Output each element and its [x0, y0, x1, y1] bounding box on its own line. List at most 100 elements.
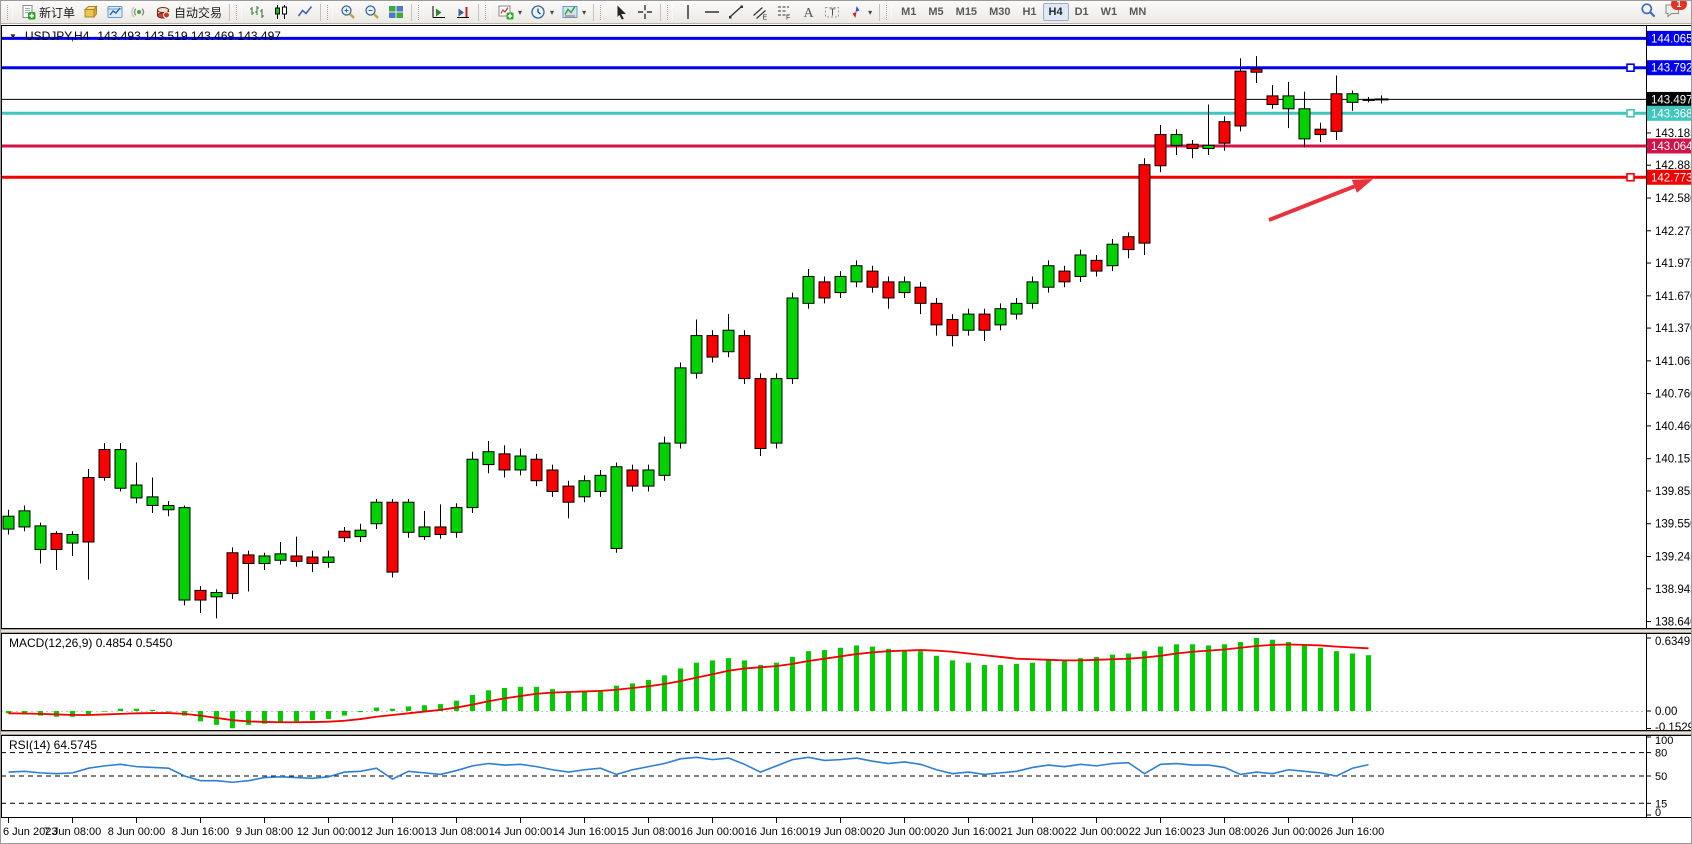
candle: [722, 329, 735, 353]
toolbar-zoom-in-button[interactable]: [336, 1, 360, 24]
svg-text:142.885: 142.885: [1655, 160, 1692, 172]
candle: [1218, 121, 1231, 144]
toolbar-cursor-button[interactable]: [609, 1, 633, 24]
toolbar-equidistant-channel-button[interactable]: E: [748, 1, 772, 24]
timeframe-w1-button[interactable]: W1: [1100, 6, 1118, 18]
timeframe-h4-button[interactable]: H4: [1042, 3, 1069, 21]
chevron-down-icon[interactable]: ▾: [582, 7, 587, 17]
toolbar-arrows-button[interactable]: ▾: [844, 1, 876, 24]
svg-text:19 Jun 08:00: 19 Jun 08:00: [809, 826, 873, 838]
line-endpoint-marker[interactable]: [1626, 63, 1635, 73]
chevron-down-icon[interactable]: ▾: [868, 7, 873, 17]
timeframe-m1-button[interactable]: M1: [901, 6, 917, 18]
toolbar-separator: [478, 3, 480, 21]
svg-text:140.155: 140.155: [1655, 454, 1692, 466]
toolbar-chart-shift-button[interactable]: [427, 1, 451, 24]
toolbar-fibonacci-button[interactable]: F: [772, 1, 796, 24]
macd-axis[interactable]: 0.6349 0.00 -0.1529: [1646, 633, 1692, 731]
svg-text:0.00: 0.00: [1655, 706, 1677, 718]
candle: [114, 449, 127, 489]
svg-text:8 Jun 16:00: 8 Jun 16:00: [172, 826, 230, 838]
candle-chart-icon: [273, 4, 289, 20]
svg-text:14 Jun 00:00: 14 Jun 00:00: [489, 826, 553, 838]
line-endpoint-marker[interactable]: [1626, 172, 1635, 182]
toolbar-grip: [236, 4, 243, 20]
chart-objects-dropdown-icon[interactable]: ▼: [9, 31, 17, 41]
trend-arrow-annotation[interactable]: [1268, 179, 1373, 222]
candle: [66, 533, 79, 544]
price-badge: [1647, 91, 1691, 107]
candle: [498, 453, 511, 471]
timeframe-m30-button[interactable]: M30: [989, 6, 1011, 18]
candle: [1346, 93, 1359, 103]
svg-text:20 Jun 00:00: 20 Jun 00:00: [873, 826, 937, 838]
svg-text:50: 50: [1655, 771, 1667, 783]
toolbar-auto-scroll-button[interactable]: [451, 1, 475, 24]
price-axis[interactable]: 143.185 142.885 142.580 142.275 141.975 141.6…: [1646, 25, 1692, 629]
svg-text:0.6349: 0.6349: [1655, 636, 1690, 648]
toolbar-templates-button[interactable]: ▾: [558, 1, 590, 24]
toolbar-line-chart-button[interactable]: [293, 1, 317, 24]
toolbar-chat-button[interactable]: 1: [1664, 1, 1687, 23]
toolbar-bar-chart-button[interactable]: [245, 1, 269, 24]
price-chart-panel[interactable]: 143.185 142.885 142.580 142.275 141.975 141.6…: [1, 25, 1692, 629]
toolbar-vertical-line-button[interactable]: [676, 1, 700, 24]
svg-text:8 Jun 00:00: 8 Jun 00:00: [108, 826, 166, 838]
toolbar-candle-chart-button[interactable]: [269, 1, 293, 24]
timeframe-h1-button[interactable]: H1: [1022, 6, 1037, 18]
candle: [434, 526, 447, 535]
candle: [370, 501, 383, 525]
candle: [1090, 259, 1103, 272]
toolbar-zoom-out-button[interactable]: [360, 1, 384, 24]
svg-text:141.370: 141.370: [1655, 323, 1692, 335]
market-box-icon: [83, 4, 99, 20]
candle: [418, 526, 431, 538]
macd-panel[interactable]: 0.6349 0.00 -0.1529: [1, 633, 1692, 731]
toolbar-separator: [320, 3, 322, 21]
toolbar-trend-line-button[interactable]: [724, 1, 748, 24]
toolbar-new-order-button[interactable]: 新订单: [16, 1, 79, 24]
toolbar-tile-windows-button[interactable]: [384, 1, 408, 24]
toolbar-text-label-button[interactable]: T: [820, 1, 844, 24]
svg-text:T: T: [830, 8, 836, 19]
panel-splitter[interactable]: [1, 731, 1691, 735]
svg-text:138.640: 138.640: [1655, 617, 1692, 629]
toolbar-autotrade-button[interactable]: 自动交易: [151, 1, 226, 24]
candle: [994, 308, 1007, 326]
chevron-down-icon[interactable]: ▾: [518, 7, 523, 17]
svg-text:142.773: 142.773: [1651, 172, 1692, 184]
candle: [818, 281, 831, 299]
toolbar-grip: [667, 4, 674, 20]
toolbar-market-box-button[interactable]: [79, 1, 103, 24]
line-endpoint-marker[interactable]: [1626, 108, 1635, 118]
toolbar-grip: [327, 4, 334, 20]
timeframe-mn-button[interactable]: MN: [1129, 6, 1147, 18]
chevron-down-icon[interactable]: ▾: [550, 7, 555, 17]
panel-splitter[interactable]: [1, 629, 1691, 633]
search-icon: [1640, 2, 1656, 22]
toolbar-search-button[interactable]: [1640, 2, 1656, 23]
toolbar-crosshair-button[interactable]: [633, 1, 657, 24]
candle: [914, 286, 927, 304]
candle: [274, 553, 287, 561]
price-badge: [1647, 60, 1691, 76]
svg-text:100: 100: [1655, 735, 1673, 747]
horizontal-line-objects[interactable]: [1, 36, 1646, 179]
toolbar-horizontal-line-button[interactable]: [700, 1, 724, 24]
timeframe-m5-button[interactable]: M5: [928, 6, 944, 18]
toolbar-profile-window-button[interactable]: [103, 1, 127, 24]
templates-icon: [562, 4, 578, 20]
toolbar-periods-button[interactable]: ▾: [526, 1, 558, 24]
timeframe-d1-button[interactable]: D1: [1074, 6, 1089, 18]
notification-badge: 1: [1671, 1, 1687, 10]
macd-indicator-label: MACD(12,26,9) 0.4854 0.5450: [9, 636, 173, 650]
candle: [1282, 95, 1295, 110]
toolbar-indicators-button[interactable]: ▾: [494, 1, 526, 24]
timeframe-m15-button[interactable]: M15: [955, 6, 978, 18]
toolbar-separator: [593, 3, 595, 21]
toolbar-text-button[interactable]: A: [796, 1, 820, 24]
toolbar-signal-button[interactable]: [127, 1, 151, 24]
